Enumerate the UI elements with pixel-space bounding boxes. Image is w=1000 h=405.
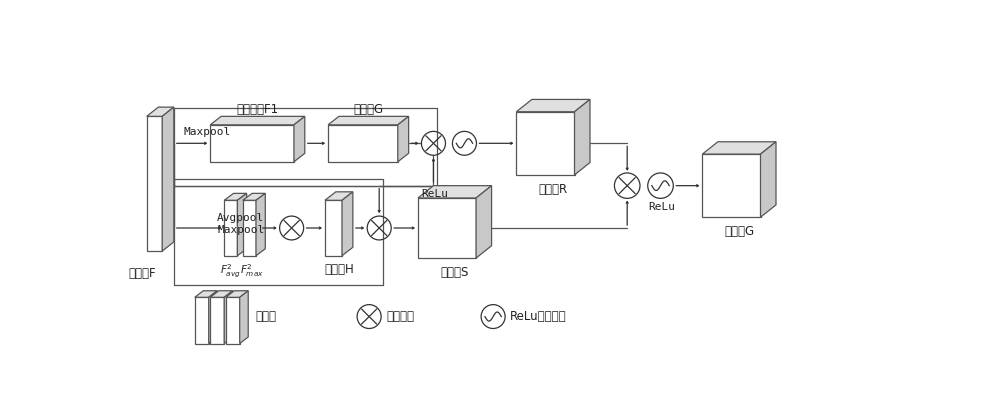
Text: $F^2_{max}$: $F^2_{max}$: [240, 263, 264, 279]
Text: 卷积层: 卷积层: [255, 310, 276, 323]
Polygon shape: [516, 99, 590, 112]
Text: Maxpool: Maxpool: [184, 127, 231, 137]
Polygon shape: [702, 154, 761, 217]
Polygon shape: [328, 125, 398, 162]
Polygon shape: [162, 107, 174, 251]
Polygon shape: [516, 112, 574, 175]
Polygon shape: [224, 291, 233, 343]
Polygon shape: [240, 291, 248, 343]
Polygon shape: [195, 291, 217, 297]
Polygon shape: [210, 297, 224, 343]
Text: 特征图S: 特征图S: [441, 266, 469, 279]
Polygon shape: [325, 192, 353, 200]
Polygon shape: [476, 185, 492, 258]
Polygon shape: [224, 193, 247, 200]
Text: 元素点承: 元素点承: [386, 310, 414, 323]
Polygon shape: [328, 116, 409, 125]
Polygon shape: [418, 185, 492, 198]
Text: 特征图F: 特征图F: [128, 266, 156, 279]
Text: 全局特征F1: 全局特征F1: [236, 103, 279, 116]
Polygon shape: [210, 291, 233, 297]
Text: 权重图H: 权重图H: [324, 263, 354, 277]
Polygon shape: [256, 193, 265, 256]
Text: ReLu: ReLu: [649, 202, 676, 212]
Text: ReLu: ReLu: [422, 189, 448, 199]
Text: Maxpool: Maxpool: [217, 225, 264, 235]
Polygon shape: [210, 116, 305, 125]
Text: $F^2_{avg}$: $F^2_{avg}$: [220, 263, 241, 280]
Polygon shape: [325, 200, 342, 256]
Text: ReLu激活函数: ReLu激活函数: [510, 310, 567, 323]
Polygon shape: [243, 193, 265, 200]
Polygon shape: [418, 198, 476, 258]
Polygon shape: [147, 116, 162, 251]
Polygon shape: [210, 125, 294, 162]
Polygon shape: [224, 200, 237, 256]
Polygon shape: [209, 291, 217, 343]
Polygon shape: [147, 107, 174, 116]
Polygon shape: [226, 297, 240, 343]
Polygon shape: [761, 142, 776, 217]
Text: 特征图G: 特征图G: [724, 225, 754, 238]
Text: 特征图R: 特征图R: [539, 183, 568, 196]
Polygon shape: [243, 200, 256, 256]
Polygon shape: [574, 99, 590, 175]
Polygon shape: [195, 297, 209, 343]
Polygon shape: [342, 192, 353, 256]
Polygon shape: [237, 193, 247, 256]
Text: 权重图G: 权重图G: [353, 103, 383, 116]
Text: Avgpool: Avgpool: [217, 213, 264, 223]
Polygon shape: [702, 142, 776, 154]
Polygon shape: [398, 116, 409, 162]
Polygon shape: [226, 291, 248, 297]
Polygon shape: [294, 116, 305, 162]
